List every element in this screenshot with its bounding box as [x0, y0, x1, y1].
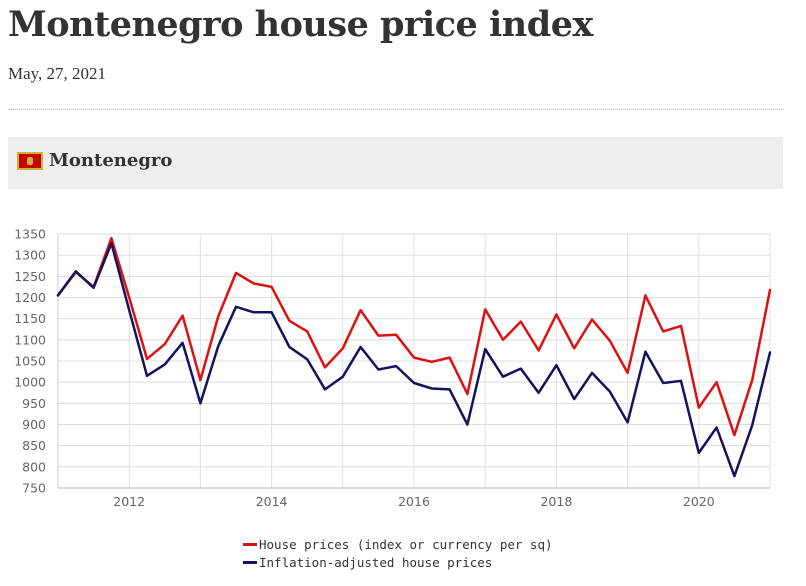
x-tick-label: 2016	[398, 494, 430, 509]
x-tick-label: 2018	[540, 494, 572, 509]
page-title: Montenegro house price index	[8, 4, 593, 45]
y-tick-label: 1050	[14, 354, 46, 369]
divider	[8, 109, 784, 110]
y-tick-label: 800	[22, 459, 46, 474]
y-tick-label: 1100	[14, 332, 46, 347]
legend-item-house-prices[interactable]: House prices (index or currency per sq)	[243, 535, 553, 553]
y-tick-label: 1250	[14, 269, 46, 284]
x-tick-label: 2014	[256, 494, 288, 509]
series-line-inflation-adjusted	[56, 242, 772, 478]
price-index-chart: 750 800 850 900 950 1000 1050 1100 1150 1200 1250 1…	[14, 227, 772, 509]
legend-label-inflation-adjusted: Inflation-adjusted house prices	[259, 554, 493, 570]
x-tick-label: 2012	[113, 494, 145, 509]
y-tick-label: 1150	[14, 311, 46, 326]
y-tick-label: 750	[22, 481, 46, 496]
y-tick-label: 1300	[14, 248, 46, 263]
section-title: Montenegro	[49, 150, 173, 171]
legend-swatch-inflation-adjusted	[243, 560, 257, 564]
y-axis-ticks: 750 800 850 900 950 1000 1050 1100 1150 1200 1250 1…	[14, 227, 46, 496]
series-line-house-prices	[56, 236, 772, 437]
x-axis-ticks: 2012 2014 2016 2018 2020	[113, 494, 714, 509]
y-tick-label: 1350	[14, 227, 46, 242]
chart-grid	[57, 233, 771, 489]
legend-label-house-prices: House prices (index or currency per sq)	[259, 536, 553, 552]
legend-swatch-house-prices	[243, 542, 257, 546]
y-tick-label: 850	[22, 438, 46, 453]
x-tick-label: 2020	[683, 494, 715, 509]
montenegro-flag-icon	[17, 152, 43, 170]
country-section-header: Montenegro	[8, 137, 783, 189]
chart-series	[56, 236, 772, 478]
y-tick-label: 900	[22, 417, 46, 432]
y-tick-label: 1000	[14, 375, 46, 390]
legend-item-inflation-adjusted[interactable]: Inflation-adjusted house prices	[243, 553, 553, 571]
chart-legend: House prices (index or currency per sq) …	[243, 535, 553, 571]
publish-date: May, 27, 2021	[8, 64, 107, 83]
y-tick-label: 1200	[14, 290, 46, 305]
y-tick-label: 950	[22, 396, 46, 411]
